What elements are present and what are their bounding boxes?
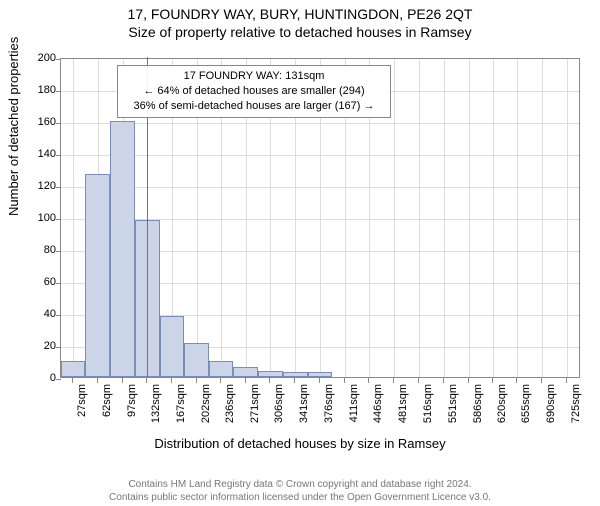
y-tick-label: 200 — [20, 52, 56, 64]
x-tick-mark — [418, 378, 419, 383]
gridline-v — [469, 59, 470, 377]
gridline-v — [419, 59, 420, 377]
gridline-v — [73, 59, 74, 377]
y-tick-mark — [56, 347, 61, 348]
x-tick-label: 132sqm — [150, 384, 162, 423]
histogram-bar — [258, 371, 283, 377]
address-title: 17, FOUNDRY WAY, BURY, HUNTINGDON, PE26 … — [0, 6, 600, 22]
x-tick-mark — [72, 378, 73, 383]
y-tick-label: 180 — [20, 84, 56, 96]
x-tick-mark — [97, 378, 98, 383]
x-tick-label: 167sqm — [175, 384, 187, 423]
x-tick-label: 516sqm — [422, 384, 434, 423]
histogram-bar — [61, 361, 86, 377]
y-tick-label: 120 — [20, 180, 56, 192]
y-tick-label: 20 — [20, 340, 56, 352]
subtitle: Size of property relative to detached ho… — [0, 24, 600, 40]
y-tick-label: 40 — [20, 308, 56, 320]
gridline-v — [517, 59, 518, 377]
x-tick-mark — [541, 378, 542, 383]
histogram-bar — [209, 361, 234, 377]
x-tick-label: 341sqm — [298, 384, 310, 423]
y-tick-mark — [56, 379, 61, 380]
x-tick-label: 586sqm — [472, 384, 484, 423]
histogram-bar — [233, 367, 258, 377]
x-tick-label: 271sqm — [249, 384, 261, 423]
x-tick-mark — [516, 378, 517, 383]
plot-wrap: 17 FOUNDRY WAY: 131sqm← 64% of detached … — [60, 58, 580, 418]
x-tick-label: 236sqm — [224, 384, 236, 423]
histogram-bar — [160, 316, 185, 377]
x-tick-mark — [196, 378, 197, 383]
histogram-bar — [110, 121, 135, 377]
footer-attribution: Contains HM Land Registry data © Crown c… — [0, 479, 600, 504]
histogram-bar — [85, 174, 110, 377]
x-tick-mark — [171, 378, 172, 383]
y-tick-mark — [56, 219, 61, 220]
x-tick-mark — [319, 378, 320, 383]
x-tick-label: 481sqm — [397, 384, 409, 423]
y-tick-label: 160 — [20, 116, 56, 128]
y-tick-mark — [56, 251, 61, 252]
x-tick-label: 446sqm — [372, 384, 384, 423]
y-tick-mark — [56, 91, 61, 92]
x-tick-mark — [443, 378, 444, 383]
x-tick-label: 620sqm — [496, 384, 508, 423]
gridline-v — [394, 59, 395, 377]
y-tick-label: 80 — [20, 244, 56, 256]
x-tick-mark — [122, 378, 123, 383]
plot-area: 17 FOUNDRY WAY: 131sqm← 64% of detached … — [60, 58, 580, 378]
property-info-box: 17 FOUNDRY WAY: 131sqm← 64% of detached … — [117, 65, 391, 118]
x-tick-mark — [468, 378, 469, 383]
x-tick-mark — [245, 378, 246, 383]
y-tick-mark — [56, 155, 61, 156]
y-tick-label: 140 — [20, 148, 56, 160]
x-tick-label: 97sqm — [126, 384, 138, 417]
x-tick-mark — [294, 378, 295, 383]
x-tick-mark — [368, 378, 369, 383]
y-tick-label: 60 — [20, 276, 56, 288]
x-tick-mark — [566, 378, 567, 383]
histogram-bar — [283, 372, 308, 377]
x-tick-label: 62sqm — [101, 384, 113, 417]
x-tick-mark — [220, 378, 221, 383]
y-tick-mark — [56, 59, 61, 60]
x-tick-label: 376sqm — [323, 384, 335, 423]
y-tick-mark — [56, 283, 61, 284]
x-axis-label: Distribution of detached houses by size … — [0, 436, 600, 451]
x-tick-mark — [146, 378, 147, 383]
x-tick-label: 306sqm — [273, 384, 285, 423]
footer-line2: Contains public sector information licen… — [109, 492, 491, 503]
gridline-v — [444, 59, 445, 377]
y-tick-mark — [56, 187, 61, 188]
x-tick-mark — [492, 378, 493, 383]
y-tick-mark — [56, 123, 61, 124]
gridline-v — [567, 59, 568, 377]
x-tick-mark — [269, 378, 270, 383]
y-tick-mark — [56, 315, 61, 316]
gridline-v — [542, 59, 543, 377]
x-tick-label: 202sqm — [200, 384, 212, 423]
histogram-bar — [184, 343, 209, 377]
x-tick-mark — [393, 378, 394, 383]
x-tick-label: 655sqm — [520, 384, 532, 423]
y-tick-label: 0 — [20, 372, 56, 384]
x-tick-label: 27sqm — [76, 384, 88, 417]
x-tick-label: 725sqm — [570, 384, 582, 423]
histogram-bar — [308, 372, 333, 377]
x-tick-mark — [344, 378, 345, 383]
gridline-v — [493, 59, 494, 377]
info-line2: ← 64% of detached houses are smaller (29… — [124, 84, 384, 99]
y-tick-label: 100 — [20, 212, 56, 224]
info-line1: 17 FOUNDRY WAY: 131sqm — [124, 69, 384, 84]
info-line3: 36% of semi-detached houses are larger (… — [124, 99, 384, 114]
y-axis-label: Number of detached properties — [6, 37, 21, 216]
footer-line1: Contains HM Land Registry data © Crown c… — [128, 479, 471, 490]
x-tick-label: 411sqm — [348, 384, 360, 422]
x-tick-label: 690sqm — [545, 384, 557, 423]
x-tick-label: 551sqm — [447, 384, 459, 423]
